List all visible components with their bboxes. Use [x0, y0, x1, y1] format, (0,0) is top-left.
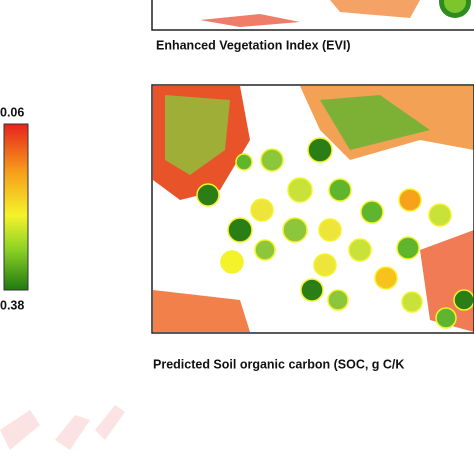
colorbar-label: 0.38 — [0, 298, 24, 312]
evi-map — [153, 0, 474, 29]
colorbar-label: 0.06 — [0, 105, 24, 119]
panel-caption: Enhanced Vegetation Index (EVI) — [156, 38, 350, 52]
colorbar — [3, 123, 29, 291]
soc-map — [153, 86, 474, 332]
panel-frame — [151, 84, 474, 334]
watermark — [0, 405, 125, 450]
panel-frame — [151, 0, 474, 31]
panel-caption: Predicted Soil organic carbon (SOC, g C/… — [153, 357, 404, 371]
